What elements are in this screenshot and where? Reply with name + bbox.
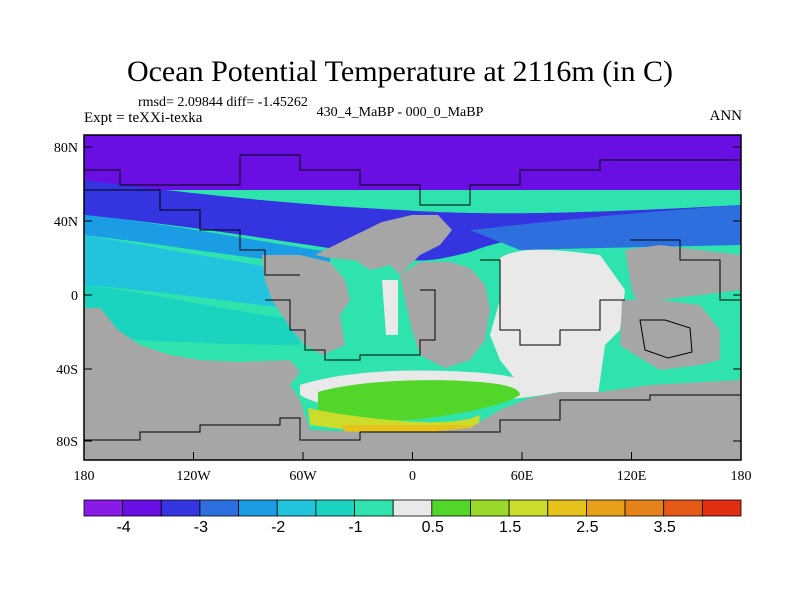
latitude-ticks xyxy=(84,146,741,442)
colorbar-swatch xyxy=(431,499,471,517)
lon-tick-label: 180 xyxy=(731,469,752,484)
colorbar-swatch xyxy=(663,499,703,517)
longitude-ticks xyxy=(83,452,742,460)
lon-tick-label: 120W xyxy=(176,469,211,484)
coastline-indian xyxy=(480,259,625,346)
coastline-north xyxy=(84,154,741,206)
colorbar-label: 2.5 xyxy=(576,519,598,536)
colorbar-swatch xyxy=(315,499,355,517)
comparison-label: 430_4_MaBP - 000_0_MaBP xyxy=(316,105,484,120)
land-east-asia xyxy=(625,245,741,310)
colorbar-label: -2 xyxy=(271,519,285,536)
colorbar-swatch xyxy=(199,499,239,517)
colorbar-label: 3.5 xyxy=(654,519,676,536)
coastline-northwest xyxy=(84,189,300,276)
land-africa xyxy=(400,262,490,368)
colorbar-swatch xyxy=(83,499,124,517)
land-south-america xyxy=(262,255,350,355)
ocean-band-arctic xyxy=(84,135,741,190)
stats-label: rmsd= 2.09844 diff= -1.45262 xyxy=(138,95,308,110)
lat-tick-label: 80S xyxy=(56,435,78,450)
warm-anomaly-green xyxy=(318,380,520,421)
colorbar-swatch xyxy=(392,499,433,517)
lat-tick-label: 40S xyxy=(56,363,78,378)
colorbar-swatch xyxy=(470,499,510,517)
lat-tick-label: 0 xyxy=(71,289,78,304)
warm-anomaly-yellow xyxy=(308,408,480,430)
plot-title: Ocean Potential Temperature at 2116m (in… xyxy=(126,55,674,88)
lat-tick-label: 80N xyxy=(54,141,78,156)
colorbar-swatch xyxy=(238,499,278,517)
coastline-antarctica xyxy=(84,394,741,441)
colorbar-label: 0.5 xyxy=(422,519,444,536)
colorbar-swatch xyxy=(701,499,742,517)
colorbar xyxy=(83,499,742,517)
neutral-region-indian xyxy=(490,249,625,395)
colorbar-label: -4 xyxy=(116,519,130,536)
neutral-region-atlantic xyxy=(382,280,398,335)
coastline-australia xyxy=(639,319,693,359)
ocean-band-tropical xyxy=(84,235,300,310)
colorbar-label: 1.5 xyxy=(499,519,521,536)
colorbar-swatch xyxy=(547,499,587,517)
colorbar-swatch xyxy=(160,499,201,517)
ocean-band-nw-pacific xyxy=(470,205,741,250)
lon-tick-label: 0 xyxy=(409,469,416,484)
land-north-atlantic xyxy=(315,215,452,275)
coastline-pacific-east xyxy=(630,239,741,301)
map-plot-area xyxy=(84,135,741,460)
lon-tick-label: 60E xyxy=(511,469,534,484)
colorbar-label: -3 xyxy=(194,519,208,536)
coastline-central xyxy=(265,289,436,361)
colorbar-label: -1 xyxy=(348,519,362,536)
land-australia xyxy=(620,300,720,370)
land-west xyxy=(84,308,300,400)
coastlines xyxy=(84,154,741,441)
ocean-band-south xyxy=(84,285,300,345)
lon-tick-label: 120E xyxy=(617,469,647,484)
lon-tick-label: 60W xyxy=(289,469,317,484)
colorbar-swatch xyxy=(624,499,665,517)
colorbar-swatch xyxy=(508,499,549,517)
warm-anomaly-orange xyxy=(340,425,470,432)
season-label: ANN xyxy=(709,108,743,124)
colorbar-swatch xyxy=(586,499,626,517)
colorbar-swatch xyxy=(122,499,162,517)
colorbar-swatch xyxy=(354,499,394,517)
colorbar-swatch xyxy=(276,499,317,517)
lon-tick-label: 180 xyxy=(74,469,95,484)
experiment-label: Expt = teXXi-texka xyxy=(84,110,203,126)
ocean-band-north-mid xyxy=(84,215,330,265)
lat-tick-label: 40N xyxy=(54,215,78,230)
